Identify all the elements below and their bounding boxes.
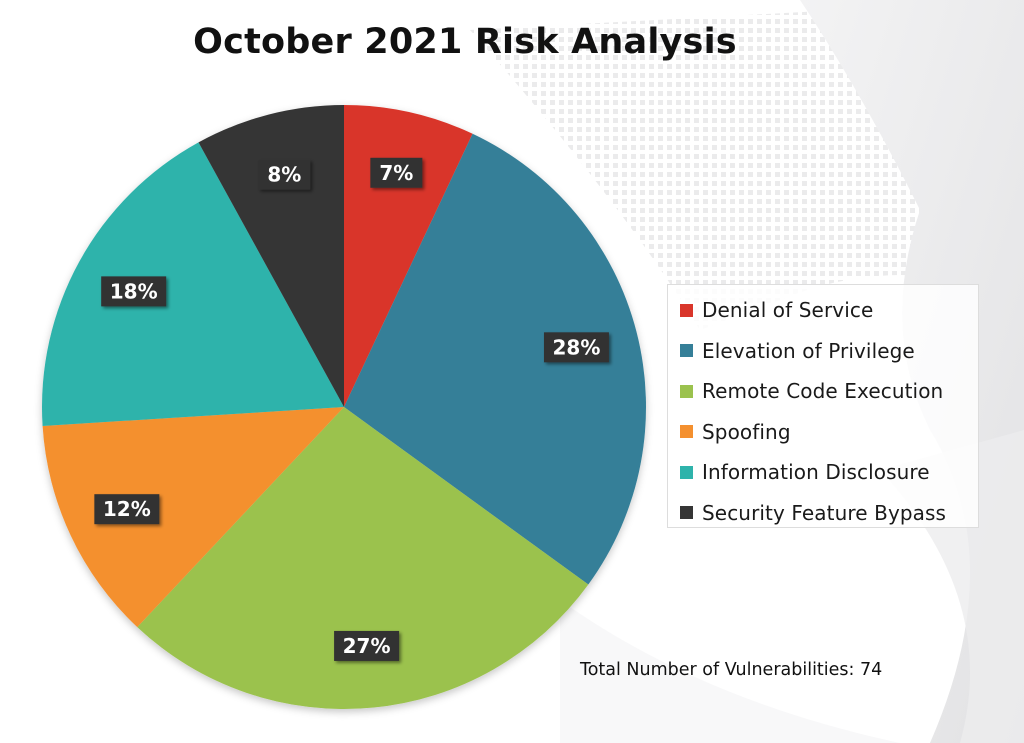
legend-item-remote-code-execution: Remote Code Execution: [668, 371, 978, 412]
data-label-box: [94, 494, 160, 525]
legend-label: Remote Code Execution: [702, 379, 944, 404]
data-label-box: [334, 630, 400, 661]
data-label-security-feature-bypass: 8%: [258, 159, 311, 190]
legend-swatch: [680, 344, 693, 358]
legend-item-security-feature-bypass: Security Feature Bypass: [668, 493, 978, 534]
pie-slice-spoofing: [42, 407, 345, 628]
legend-label: Security Feature Bypass: [702, 500, 947, 525]
chart-title: October 2021 Risk Analysis: [193, 22, 737, 62]
data-label-box: [258, 159, 311, 190]
data-label-text: 7%: [379, 161, 413, 185]
legend-item-information-disclosure: Information Disclosure: [668, 452, 978, 493]
legend-swatch: [680, 465, 693, 479]
pie-slice-remote-code-execution: [137, 407, 589, 710]
data-label-text: 8%: [267, 163, 301, 187]
total-vulnerabilities-annotation: Total Number of Vulnerabilities: 74: [580, 660, 883, 680]
data-label-text: 18%: [110, 279, 158, 303]
data-label-text: 27%: [343, 634, 391, 658]
data-label-text: 28%: [553, 335, 601, 359]
legend-swatch: [680, 303, 693, 317]
legend: Denial of Service Elevation of Privilege R…: [667, 284, 979, 528]
legend-swatch: [680, 425, 693, 439]
data-label-text: 12%: [103, 497, 151, 521]
legend-label: Elevation of Privilege: [702, 338, 915, 363]
legend-item-spoofing: Spoofing: [668, 412, 978, 453]
data-label-remote-code-execution: 27%: [334, 630, 400, 661]
legend-label: Denial of Service: [702, 298, 874, 323]
legend-item-elevation-of-privilege: Elevation of Privilege: [668, 331, 978, 372]
pie-slice-information-disclosure: [41, 142, 344, 426]
data-label-information-disclosure: 18%: [101, 276, 167, 307]
data-label-elevation-of-privilege: 28%: [543, 332, 609, 363]
data-label-denial-of-service: 7%: [370, 157, 423, 188]
legend-label: Spoofing: [702, 419, 791, 444]
legend-swatch: [680, 384, 693, 398]
data-label-box: [370, 157, 423, 188]
legend-item-denial-of-service: Denial of Service: [668, 290, 978, 331]
data-label-box: [101, 276, 167, 307]
legend-swatch: [680, 506, 693, 520]
legend-label: Information Disclosure: [702, 460, 930, 485]
pie-slice-elevation-of-privilege: [344, 133, 646, 585]
data-label-spoofing: 12%: [94, 494, 160, 525]
data-label-box: [543, 332, 609, 363]
